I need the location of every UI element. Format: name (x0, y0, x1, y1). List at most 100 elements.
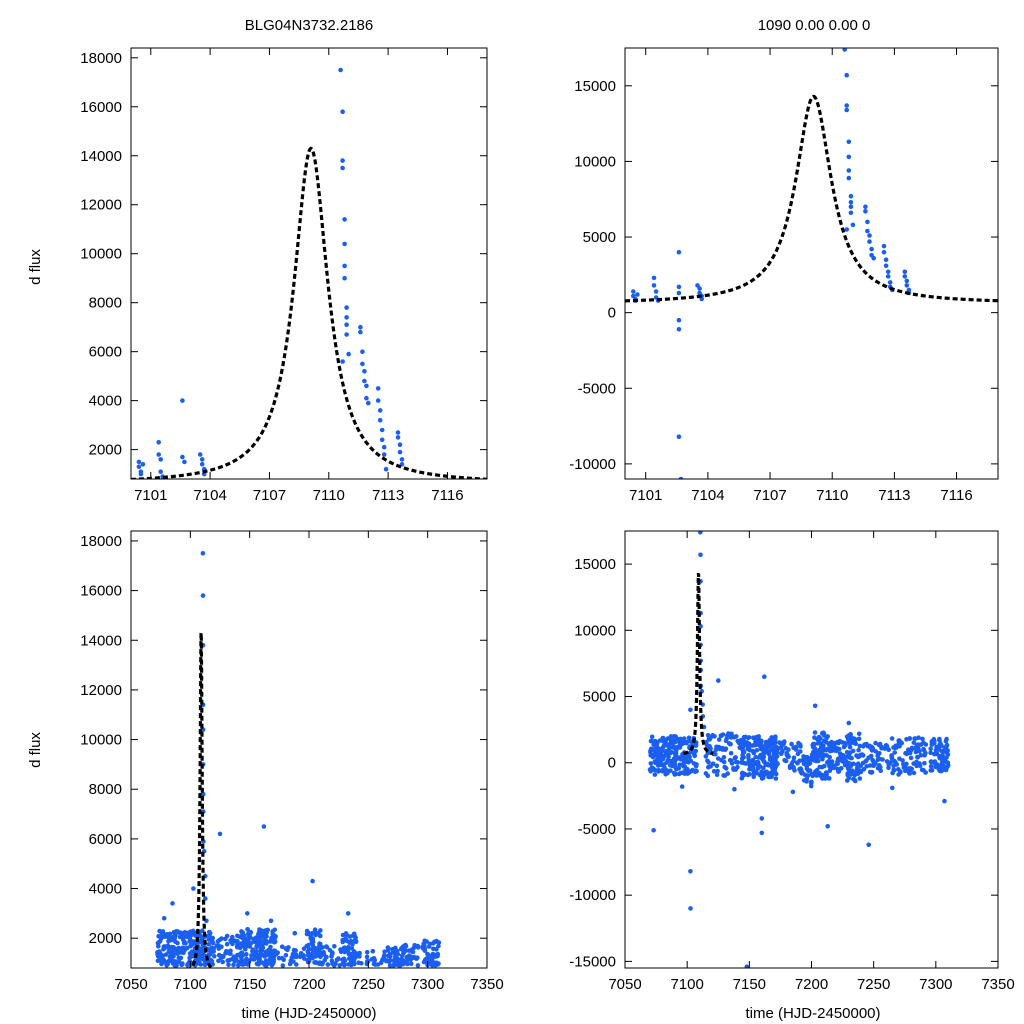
data-point (878, 764, 883, 770)
data-point (399, 953, 405, 958)
data-point (688, 869, 693, 874)
data-point (917, 749, 922, 754)
data-point (767, 749, 772, 754)
data-point (862, 742, 867, 747)
data-point (414, 956, 419, 961)
data-point (844, 227, 849, 232)
data-point (878, 768, 883, 774)
data-point (435, 952, 440, 957)
data-point (724, 736, 729, 741)
data-point (651, 739, 657, 745)
data-point (162, 934, 168, 939)
data-point (686, 735, 692, 741)
x-tick-label: 7116 (431, 487, 463, 504)
data-point (729, 761, 735, 766)
data-point (698, 624, 703, 629)
data-point (258, 929, 264, 934)
data-point (714, 772, 720, 777)
data-point (349, 952, 355, 958)
data-point (170, 954, 176, 959)
data-point (671, 744, 677, 749)
data-point (842, 48, 847, 52)
axes-frame-top-right (624, 47, 999, 480)
data-point (698, 552, 703, 558)
data-point (672, 763, 677, 769)
data-point (220, 959, 225, 965)
data-point (320, 945, 325, 950)
data-point (789, 741, 794, 747)
data-point (846, 750, 851, 756)
data-point (760, 775, 766, 781)
data-point (741, 749, 747, 755)
data-point (777, 740, 782, 745)
data-point (861, 767, 867, 772)
data-point (360, 361, 365, 367)
data-point (911, 761, 916, 766)
data-point (383, 466, 389, 472)
data-point (845, 765, 851, 771)
data-point (762, 674, 767, 679)
data-point (873, 749, 879, 754)
data-point (189, 954, 194, 959)
data-point (663, 739, 668, 744)
data-point (852, 737, 858, 742)
data-point (422, 948, 428, 953)
data-point (942, 798, 947, 804)
data-point (358, 329, 363, 335)
data-point (706, 736, 712, 742)
data-point (769, 770, 774, 775)
data-point (247, 944, 253, 949)
data-point (812, 746, 818, 751)
y-tick-label: 5000 (583, 229, 616, 246)
data-point (138, 471, 144, 477)
data-point (294, 962, 299, 967)
data-point (848, 200, 854, 205)
x-tick-label: 7107 (753, 487, 786, 504)
data-point (678, 757, 684, 762)
data-point (259, 960, 265, 965)
data-point (651, 275, 657, 281)
data-point (848, 204, 854, 210)
plot-area-top-left (131, 67, 487, 479)
data-point (377, 408, 383, 413)
data-point (364, 949, 370, 955)
data-point (200, 551, 206, 556)
data-point (402, 946, 407, 952)
x-tick-label: 7110 (313, 487, 345, 504)
data-point (875, 753, 880, 758)
data-point (660, 757, 665, 762)
data-point (237, 945, 243, 951)
data-point (273, 952, 279, 957)
data-point (176, 955, 181, 961)
data-point (762, 747, 768, 752)
data-point (890, 785, 895, 791)
data-point (768, 773, 774, 779)
data-point (812, 703, 818, 709)
data-point (248, 957, 254, 962)
x-tick-label: 7104 (193, 487, 226, 504)
data-point (301, 953, 306, 958)
data-point (375, 962, 381, 967)
data-point (224, 948, 229, 954)
data-point (848, 193, 854, 199)
data-point (664, 760, 669, 765)
data-point (162, 944, 168, 949)
data-point (199, 457, 205, 462)
data-point (885, 274, 891, 279)
data-point (713, 751, 718, 757)
data-point (751, 768, 756, 773)
data-point (755, 762, 760, 767)
data-point (657, 738, 663, 743)
data-point (340, 158, 345, 163)
data-point (242, 943, 247, 949)
data-point (751, 760, 757, 766)
data-point (804, 764, 809, 769)
y-tick-label: 10000 (80, 246, 122, 263)
data-point (719, 733, 724, 738)
data-point (244, 939, 250, 945)
data-point (272, 927, 278, 933)
data-point (180, 962, 185, 967)
data-point (746, 735, 752, 740)
data-point (850, 222, 856, 228)
data-point (245, 911, 250, 916)
